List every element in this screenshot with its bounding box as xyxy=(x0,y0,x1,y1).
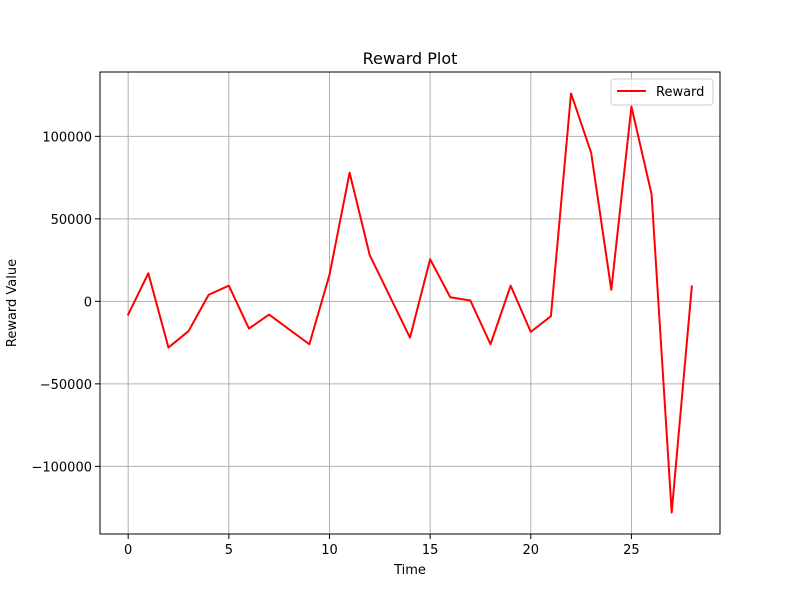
plot-lines xyxy=(126,92,693,514)
x-tick-label: 20 xyxy=(523,543,540,558)
x-tick-label: 15 xyxy=(422,543,439,558)
grid-lines xyxy=(100,72,720,534)
x-axis-label: Time xyxy=(393,563,426,578)
series-line-reward xyxy=(126,92,693,514)
x-axis-ticks: 0 5 10 15 20 25 xyxy=(124,534,640,558)
plot-frame xyxy=(99,71,721,535)
y-tick-label: −50000 xyxy=(40,378,92,393)
x-tick-label: 0 xyxy=(124,543,132,558)
x-tick-label: 5 xyxy=(225,543,233,558)
y-tick-label: 100000 xyxy=(42,130,92,145)
chart-title: Reward Plot xyxy=(363,49,458,68)
y-tick-label: 50000 xyxy=(51,213,92,228)
y-axis-ticks: −100000 −50000 0 50000 100000 xyxy=(31,130,100,475)
x-tick-label: 10 xyxy=(321,543,338,558)
y-tick-label: 0 xyxy=(84,295,92,310)
y-axis-label: Reward Value xyxy=(5,259,20,347)
legend: Reward xyxy=(610,78,714,106)
legend-label-reward: Reward xyxy=(656,85,704,100)
x-tick-label: 25 xyxy=(623,543,640,558)
y-tick-label: −100000 xyxy=(31,460,92,475)
legend-box xyxy=(610,78,714,106)
